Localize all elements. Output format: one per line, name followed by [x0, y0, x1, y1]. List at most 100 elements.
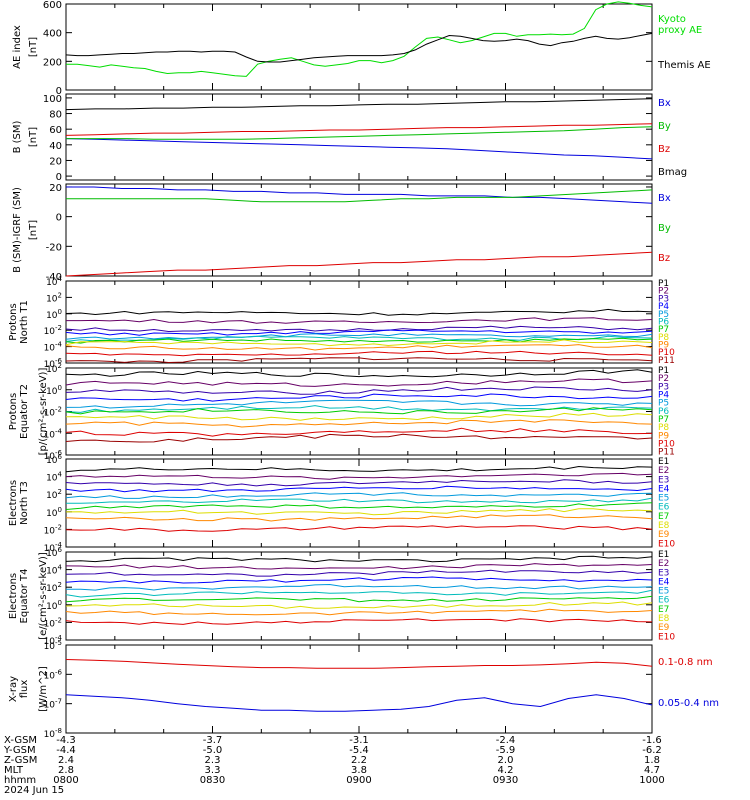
legend-entry: 0.1-0.8 nm: [658, 657, 713, 668]
legend-entry: E3: [658, 568, 669, 578]
legend-entry: E8: [658, 521, 670, 531]
series-line-p11: [65, 357, 653, 364]
series-line-p7: [65, 407, 653, 415]
series-line-e5: [65, 492, 653, 499]
series-line-e9: [65, 608, 653, 616]
y-tick-label: 100: [46, 384, 62, 397]
legend-entry: By: [658, 223, 671, 234]
legend-entry: P6: [658, 407, 669, 417]
series-line-bmag: [65, 98, 653, 111]
panel-5: 10-6 10-4 10-2 100 102 ProtonsEquator T2 [p/(c…: [8, 362, 653, 462]
series-line-p1: [65, 369, 653, 378]
series-line-p9: [65, 419, 653, 428]
legend-entry: P4: [658, 391, 669, 401]
x-axis-value: 0830: [200, 775, 225, 786]
x-axis-value: 2.2: [351, 755, 367, 766]
x-axis-row-label: Y-GSM: [3, 745, 36, 756]
y-tick-label: 10-6: [44, 449, 63, 462]
x-axis-value: 0930: [493, 775, 518, 786]
panel-2: 0 20 40 60 80 100 B (SM) [nT]: [12, 93, 653, 183]
y-tick-label: 102: [46, 581, 62, 594]
x-axis-value: 1000: [639, 775, 664, 786]
series-line-0-1-0-8-nm: [65, 659, 653, 669]
legend-entry: 0.05-0.4 nm: [658, 698, 719, 709]
y-tick-label: 60: [49, 125, 62, 136]
series-line-p11: [65, 433, 653, 443]
legend-entry: P5: [658, 399, 669, 409]
series-line-e2: [65, 472, 653, 480]
legend-entry: E7: [658, 605, 669, 615]
legend-entry: E5: [658, 494, 669, 504]
x-axis-value: -3.7: [203, 735, 223, 746]
series-line-e9: [65, 514, 653, 522]
x-axis-value: 2.8: [58, 765, 74, 776]
series-line-e6: [65, 589, 653, 598]
legend-entry: P11: [658, 356, 675, 366]
y-tick-label: 10-8: [44, 727, 62, 740]
legend-entry: P5: [658, 310, 669, 320]
y-tick-label: 0: [56, 86, 62, 97]
y-tick-label: 80: [49, 110, 62, 121]
legend-entry: E10: [658, 632, 675, 642]
legend-entry: P1: [658, 279, 669, 289]
y-axis-unit: [nT]: [28, 220, 39, 240]
y-tick-label: 0: [56, 172, 62, 183]
legend-entry: P9: [658, 431, 669, 441]
panel-1: 0 200 400 600 AE index [nT]: [12, 0, 653, 97]
series-line-e4: [65, 485, 653, 493]
x-axis-value: 4.2: [498, 765, 514, 776]
series-line-p1: [65, 308, 653, 316]
series-line-e3: [65, 569, 653, 577]
x-axis-value: 0900: [346, 775, 371, 786]
x-axis-value: 3.3: [205, 765, 221, 776]
y-axis-unit: [nT]: [28, 127, 39, 147]
y-tick-label: 100: [43, 94, 62, 105]
legend-entry: Kyoto proxy AE: [658, 14, 702, 36]
series-line-e8: [65, 601, 653, 609]
legend-entry: E8: [658, 614, 670, 624]
y-tick-label: 10-6: [44, 668, 63, 681]
legend-entry: P2: [658, 374, 669, 384]
series-line-themis-ae: [65, 32, 653, 63]
y-tick-label: 10-2: [44, 324, 62, 337]
y-tick-label: 100: [46, 308, 62, 321]
y-tick-label: 200: [43, 57, 62, 68]
x-axis-value: -1.6: [642, 735, 662, 746]
series-line-e5: [65, 583, 653, 591]
y-axis-unit: [nT]: [28, 37, 39, 57]
series-line-e4: [65, 576, 653, 584]
series-line-e6: [66, 497, 653, 504]
y-tick-label: 100: [46, 506, 62, 519]
x-axis-value: 4.7: [644, 765, 660, 776]
panel-frame: [65, 644, 653, 734]
series-line-e1: [65, 465, 653, 473]
legend-entry: E4: [658, 484, 670, 494]
y-axis-label: ElectronsEquator T4: [8, 569, 30, 624]
legend-entry: P11: [658, 448, 675, 458]
y-tick-label: 10-4: [44, 541, 63, 554]
series-line-p7: [65, 337, 653, 344]
legend-entry: P3: [658, 294, 669, 304]
legend-entry: E1: [658, 550, 669, 560]
y-tick-label: -20: [46, 242, 62, 253]
x-axis-value: -4.4: [56, 745, 76, 756]
panel-7: 10-4 10-2 100 102 104 106 ElectronsEquator T4 […: [8, 546, 653, 647]
x-axis-row-label: X-GSM: [4, 735, 37, 746]
y-axis-label: B (SM): [12, 120, 23, 153]
series-line-kyoto-proxy-ae: [66, 1, 653, 77]
legend-entry: Bmag: [658, 167, 687, 178]
y-axis-label: AE index: [12, 25, 23, 69]
y-tick-label: 104: [46, 564, 62, 577]
series-line-e2: [65, 563, 653, 570]
legend-entry: E6: [658, 596, 670, 606]
panel-6: 10-4 10-2 100 102 104 106 ElectronsNorth T3: [8, 453, 653, 554]
legend-entry: P8: [658, 423, 669, 433]
legend-entry: P2: [658, 287, 669, 297]
series-line-e3: [65, 479, 653, 487]
x-axis-value: 2.4: [58, 755, 74, 766]
legend-entry: E6: [658, 503, 670, 513]
panel-8: 10-8 10-7 10-6 10-5 X-rayflux [W/m^2]: [8, 639, 653, 740]
y-tick-label: 10-4: [44, 634, 63, 647]
y-axis-label: ProtonsEquator T2: [8, 384, 30, 439]
y-axis-label: ElectronsNorth T3: [8, 480, 30, 526]
